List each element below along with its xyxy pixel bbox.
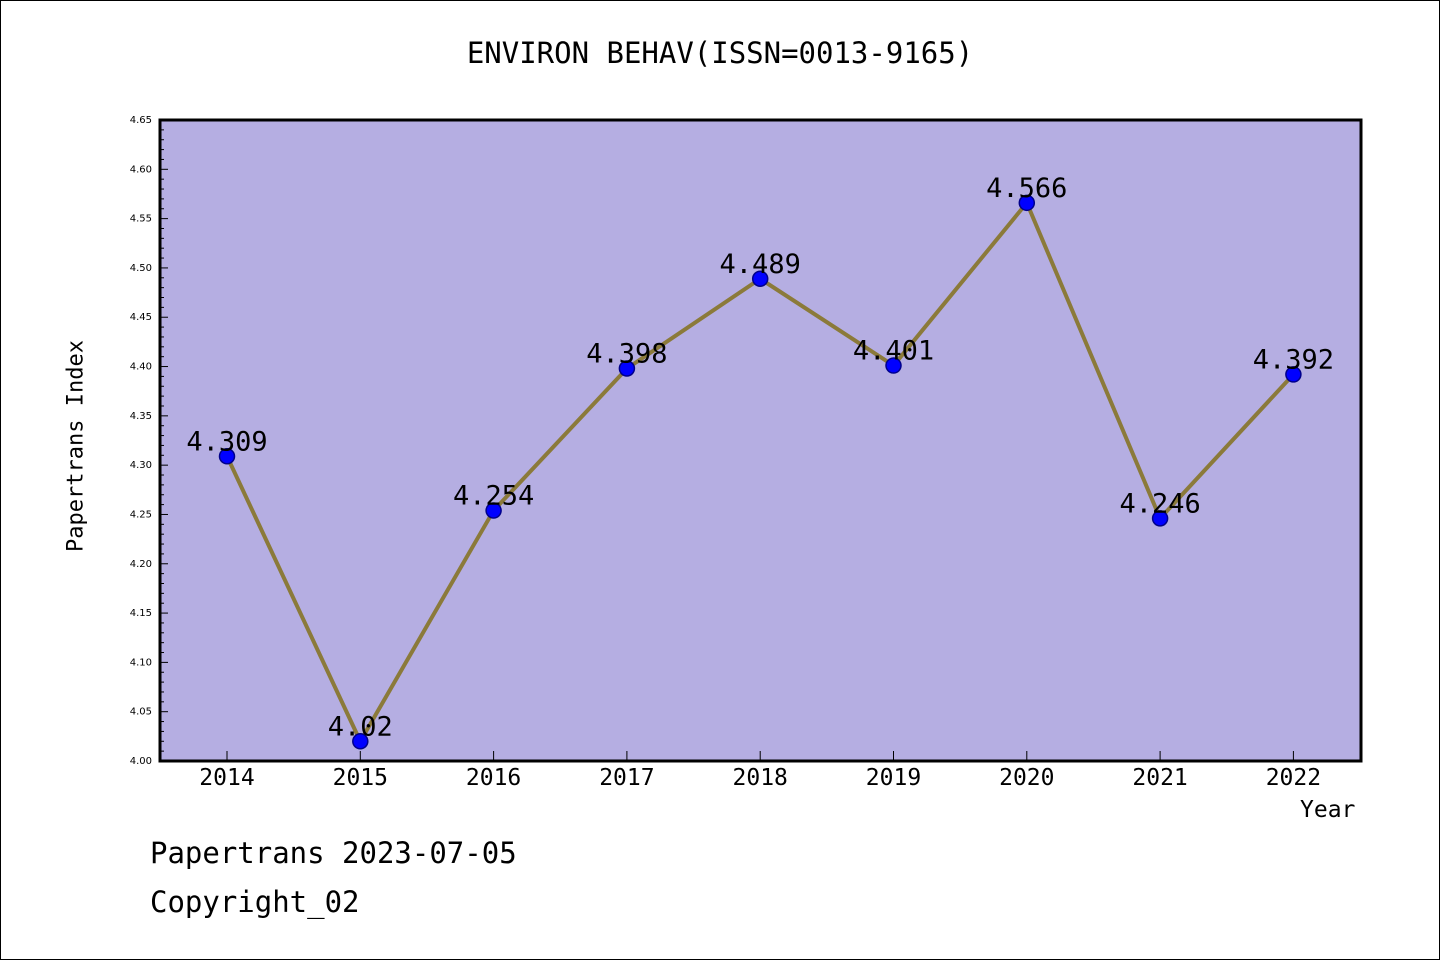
x-tick-label: 2019	[866, 765, 921, 791]
y-tick-label: 4.10	[130, 657, 152, 668]
data-point	[1151, 510, 1169, 527]
plot-area	[160, 120, 1361, 761]
y-tick-label: 4.65	[130, 115, 152, 126]
y-tick-label: 4.50	[130, 263, 152, 274]
y-tick-label: 4.25	[130, 509, 152, 520]
data-point	[352, 733, 369, 750]
data-label: 4.254	[453, 481, 534, 512]
data-label: 4.566	[986, 173, 1067, 204]
data-label: 4.401	[853, 336, 934, 367]
y-tick-label: 4.40	[130, 362, 152, 373]
data-label: 4.489	[720, 249, 801, 280]
y-tick-label: 4.15	[130, 608, 152, 619]
axes-border	[158, 118, 1363, 763]
data-label: 4.246	[1119, 488, 1200, 519]
y-tick-label: 4.60	[130, 164, 152, 175]
x-tick-label: 2018	[733, 765, 788, 791]
x-axis-label: Year	[1300, 797, 1356, 823]
data-point	[1018, 194, 1036, 212]
x-tick-label: 2020	[999, 765, 1054, 791]
data-point	[618, 360, 636, 377]
y-tick-label: 4.30	[130, 460, 152, 471]
footer-copyright: Copyright_02	[150, 885, 360, 919]
data-point	[485, 502, 502, 519]
y-tick-label: 4.55	[130, 214, 152, 225]
y-tick-label: 4.35	[130, 411, 152, 422]
chart-title: ENVIRON BEHAV(ISSN=0013-9165)	[466, 36, 974, 70]
y-tick-label: 4.00	[130, 756, 152, 767]
x-tick-label: 2021	[1132, 765, 1187, 791]
data-point	[885, 357, 902, 374]
data-label: 4.392	[1253, 344, 1334, 375]
data-label: 4.02	[328, 711, 393, 742]
y-tick-label: 4.20	[130, 559, 152, 570]
data-point	[218, 448, 236, 465]
x-tick-label: 2015	[333, 765, 388, 791]
y-tick-label: 4.05	[130, 707, 152, 718]
data-label: 4.309	[186, 426, 267, 457]
x-tick-label: 2022	[1266, 765, 1321, 791]
footer-date: Papertrans 2023-07-05	[150, 836, 517, 870]
x-tick-label: 2016	[466, 765, 521, 791]
y-tick-label: 4.45	[130, 312, 152, 323]
x-tick-label: 2017	[599, 765, 654, 791]
data-label: 4.398	[586, 339, 667, 370]
x-tick-label: 2014	[199, 765, 254, 791]
data-point	[1285, 366, 1302, 383]
data-point	[751, 270, 769, 288]
